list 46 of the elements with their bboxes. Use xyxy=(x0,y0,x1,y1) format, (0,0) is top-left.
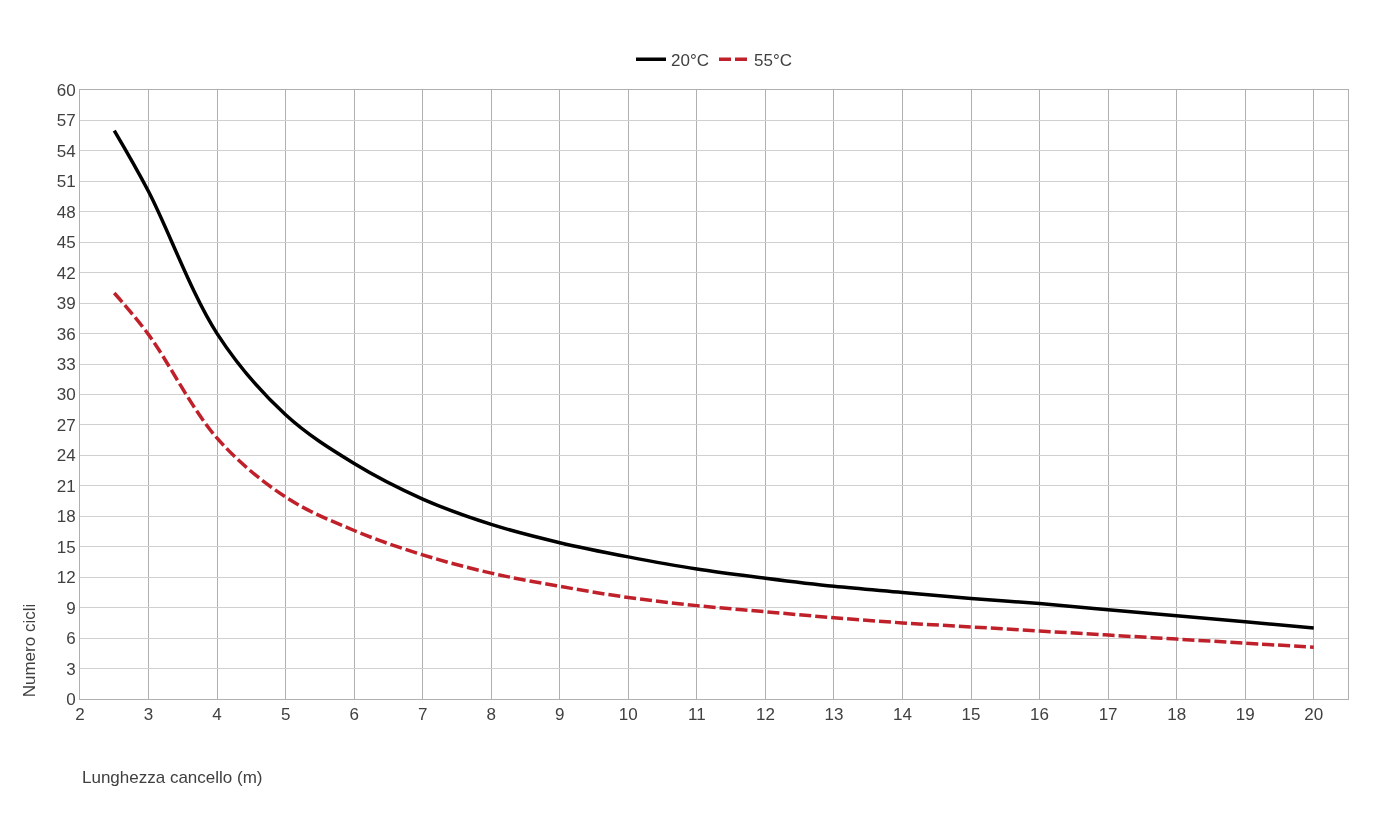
x-tick-label: 5 xyxy=(280,705,291,725)
x-tick-label: 12 xyxy=(755,705,775,725)
x-tick-label: 3 xyxy=(143,705,154,725)
y-tick-label: 24 xyxy=(56,446,76,466)
x-tick-label: 19 xyxy=(1235,705,1255,725)
y-tick-label: 57 xyxy=(56,111,76,131)
x-tick-label: 7 xyxy=(417,705,428,725)
y-tick-label: 12 xyxy=(56,568,76,588)
x-tick-label: 15 xyxy=(961,705,981,725)
y-tick-label: 18 xyxy=(56,507,76,527)
x-tick-label: 6 xyxy=(349,705,359,725)
legend-label: 55°C xyxy=(753,51,792,70)
x-tick-label: 13 xyxy=(824,705,844,725)
y-tick-label: 6 xyxy=(66,629,76,649)
y-tick-label: 15 xyxy=(56,537,76,557)
y-axis-title: Numero cicli xyxy=(20,603,40,698)
y-tick-label: 27 xyxy=(56,415,76,435)
y-tick-label: 51 xyxy=(56,172,76,192)
y-tick-label: 54 xyxy=(56,141,76,161)
y-tick-label: 33 xyxy=(56,355,76,374)
line-series xyxy=(112,291,1316,649)
x-tick-label: 14 xyxy=(893,705,912,725)
x-tick-label: 4 xyxy=(212,705,222,725)
line-series xyxy=(112,128,1316,630)
x-axis-title: Lunghezza cancello (m) xyxy=(82,768,263,787)
x-tick-label: 8 xyxy=(486,705,496,725)
x-tick-label: 20 xyxy=(1304,705,1324,725)
x-tick-label: 2 xyxy=(75,705,85,725)
y-tick-label: 39 xyxy=(56,294,76,314)
y-tick-label: 48 xyxy=(56,202,76,222)
y-tick-label: 36 xyxy=(56,324,76,344)
x-tick-label: 17 xyxy=(1098,705,1118,725)
y-tick-label: 60 xyxy=(56,80,76,100)
y-tick-label: 3 xyxy=(66,659,76,679)
y-tick-label: 30 xyxy=(56,385,76,405)
legend-label: 20°C xyxy=(671,51,709,70)
x-tick-label: 11 xyxy=(688,705,706,725)
x-tick-label: 9 xyxy=(555,705,565,725)
y-tick-label: 21 xyxy=(56,476,76,496)
y-tick-label: 0 xyxy=(66,689,76,709)
y-tick-label: 9 xyxy=(66,598,76,618)
x-tick-label: 18 xyxy=(1167,705,1187,725)
y-tick-label: 42 xyxy=(56,263,76,283)
y-tick-label: 45 xyxy=(56,233,76,253)
x-tick-label: 16 xyxy=(1030,705,1050,725)
x-tick-label: 10 xyxy=(618,705,638,725)
